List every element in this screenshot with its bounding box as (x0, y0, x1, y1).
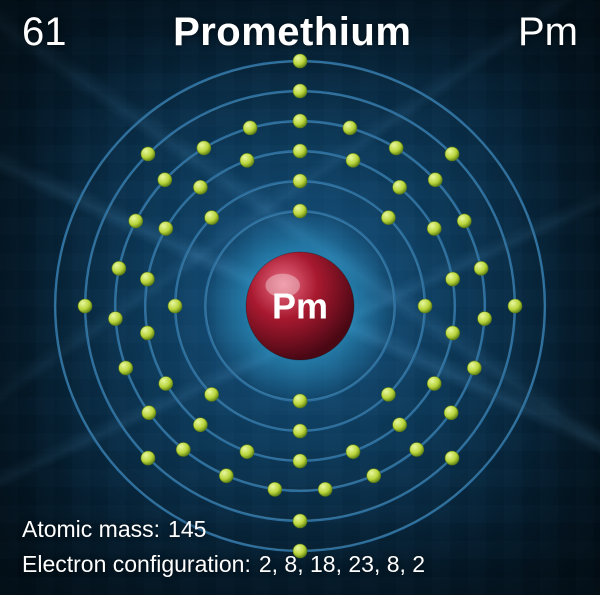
footer: Atomic mass: 145 Electron configuration:… (22, 512, 425, 581)
electron (168, 299, 182, 313)
electron (467, 360, 481, 374)
electron (427, 376, 441, 390)
electron (293, 394, 307, 408)
atom-diagram: Pm (40, 46, 560, 571)
electron (293, 424, 307, 438)
electron (293, 84, 307, 98)
electron (293, 114, 307, 128)
electron (346, 153, 360, 167)
electron (367, 468, 381, 482)
electron (381, 210, 395, 224)
electron (478, 311, 492, 325)
electron (243, 120, 257, 134)
electron (159, 221, 173, 235)
electron (381, 387, 395, 401)
electron (158, 172, 172, 186)
electron (119, 360, 133, 374)
electron (428, 172, 442, 186)
electron (293, 174, 307, 188)
atom-svg: Pm (40, 46, 560, 566)
electron (205, 387, 219, 401)
electron (389, 140, 403, 154)
electron (293, 144, 307, 158)
electron (140, 272, 154, 286)
electron (78, 299, 92, 313)
electron (176, 442, 190, 456)
electron (293, 454, 307, 468)
electron (445, 146, 459, 160)
electron (508, 299, 522, 313)
electron (393, 180, 407, 194)
electron (293, 204, 307, 218)
electron (112, 261, 126, 275)
electron (346, 444, 360, 458)
electron (129, 213, 143, 227)
electron (108, 311, 122, 325)
electron (197, 140, 211, 154)
electron (240, 153, 254, 167)
electron (193, 180, 207, 194)
electron (446, 272, 460, 286)
electron (343, 120, 357, 134)
electron (219, 468, 233, 482)
electron (159, 376, 173, 390)
electron (193, 417, 207, 431)
electron (140, 325, 154, 339)
electron (240, 444, 254, 458)
electron (205, 210, 219, 224)
electron (393, 417, 407, 431)
electron (457, 213, 471, 227)
electron (418, 299, 432, 313)
nucleus-symbol: Pm (272, 285, 328, 326)
electron (142, 405, 156, 419)
electron (427, 221, 441, 235)
electron-config-label: Electron configuration: (22, 547, 251, 582)
atomic-mass-value: 145 (168, 512, 206, 547)
electron (444, 405, 458, 419)
electron (410, 442, 424, 456)
electron-config-value: 2, 8, 18, 23, 8, 2 (259, 547, 425, 582)
electron (445, 451, 459, 465)
electron (141, 451, 155, 465)
electron (141, 146, 155, 160)
electron (293, 54, 307, 68)
electron (318, 482, 332, 496)
atomic-mass-label: Atomic mass: (22, 512, 160, 547)
electron (446, 325, 460, 339)
electron (268, 482, 282, 496)
electron (474, 261, 488, 275)
